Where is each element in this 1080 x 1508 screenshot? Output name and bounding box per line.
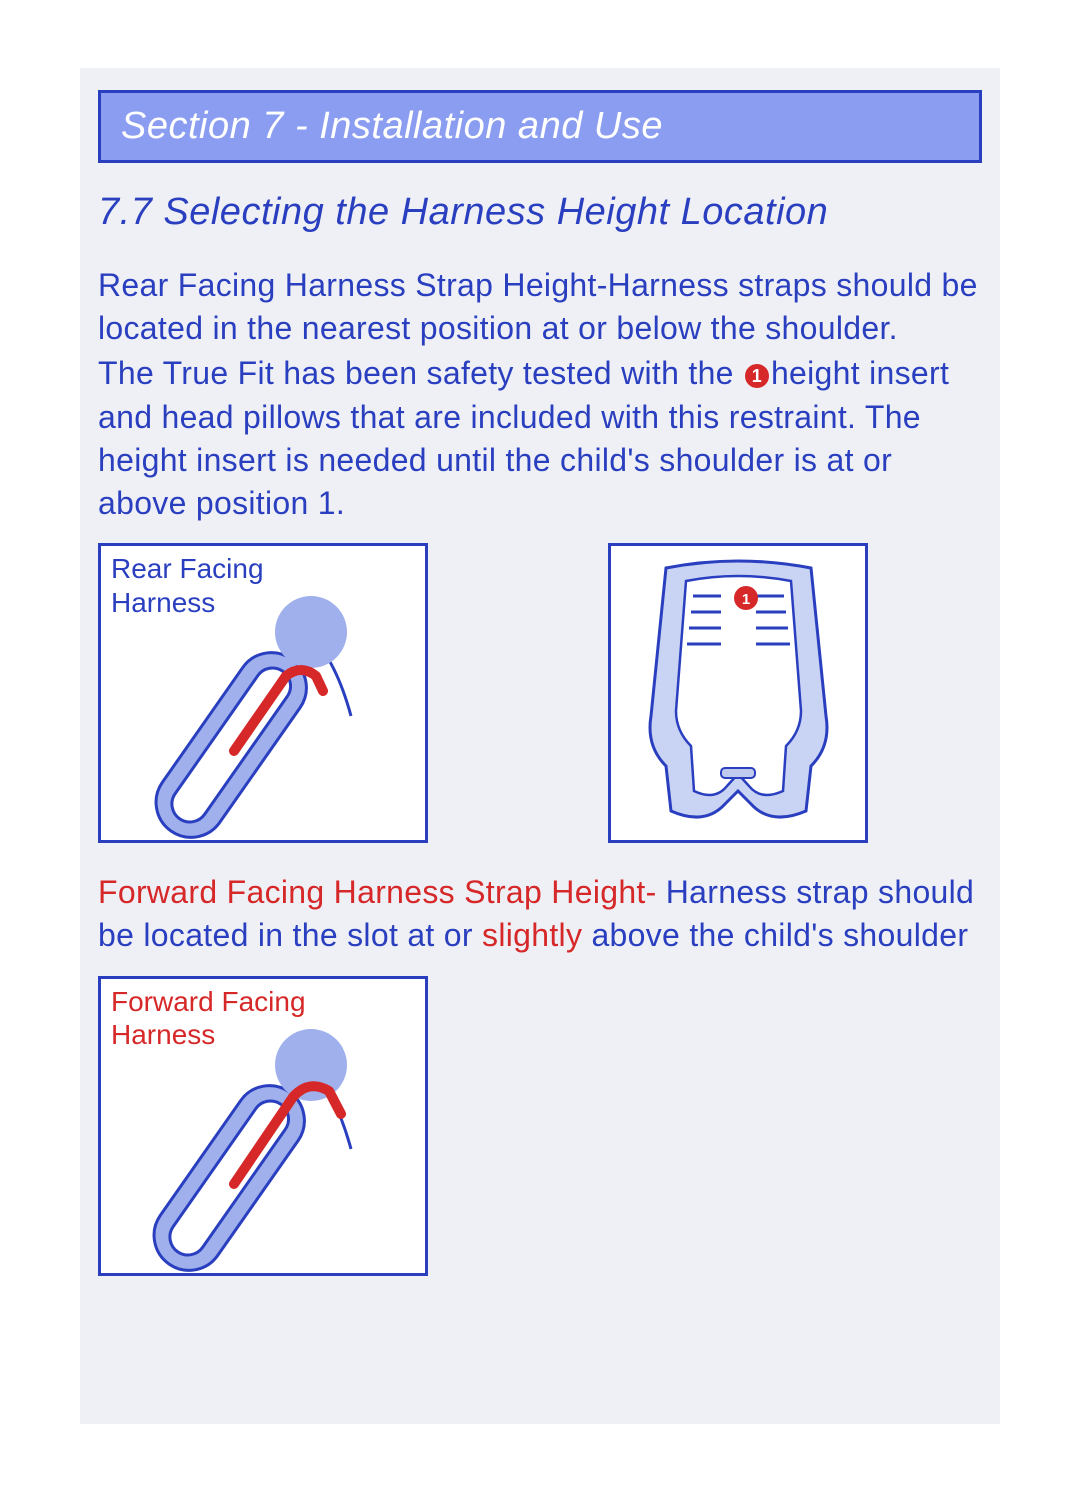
content-area: Section 7 - Installation and Use 7.7 Sel… <box>80 68 1000 1424</box>
paragraph-forward-facing: Forward Facing Harness Strap Height- Har… <box>98 871 982 957</box>
subsection-title: 7.7 Selecting the Harness Height Locatio… <box>98 191 982 234</box>
rear-facing-diagram: Rear Facing Harness <box>98 543 428 843</box>
page: Section 7 - Installation and Use 7.7 Sel… <box>0 0 1080 1508</box>
forward-slightly: slightly <box>482 917 582 953</box>
section-header: Section 7 - Installation and Use <box>98 90 982 163</box>
seat-pad-svg-icon: 1 <box>611 546 865 840</box>
height-insert-marker-icon: 1 <box>745 364 769 388</box>
forward-rest-b: above the child's shoulder <box>582 917 968 953</box>
diagram-row-bottom: Forward Facing Harness <box>98 976 982 1276</box>
forward-lead: Forward Facing Harness Strap Height- <box>98 874 666 910</box>
paragraph-rear-facing: Rear Facing Harness Strap Height-Harness… <box>98 264 982 350</box>
svg-text:1: 1 <box>742 591 750 608</box>
seat-pad-diagram: 1 <box>608 543 868 843</box>
forward-facing-diagram: Forward Facing Harness <box>98 976 428 1276</box>
section-header-text: Section 7 - Installation and Use <box>121 105 663 147</box>
paragraph-true-fit: The True Fit has been safety tested with… <box>98 352 982 525</box>
true-fit-before: The True Fit has been safety tested with… <box>98 355 743 391</box>
rear-facing-svg-icon <box>101 546 425 840</box>
forward-facing-svg-icon <box>101 979 425 1273</box>
diagram-row-top: Rear Facing Harness <box>98 543 982 843</box>
